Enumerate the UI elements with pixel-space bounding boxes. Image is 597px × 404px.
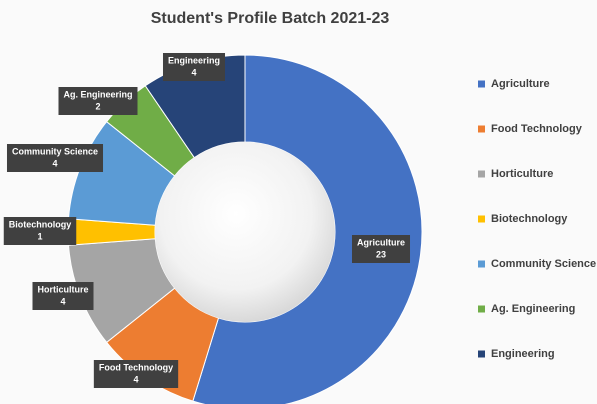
data-label-name: Engineering [168, 55, 220, 65]
legend-swatch [478, 305, 485, 313]
data-label-value: 4 [52, 158, 57, 168]
data-label-value: 23 [376, 249, 386, 259]
data-label-name: Food Technology [99, 362, 173, 372]
chart-title: Student's Profile Batch 2021-23 [151, 10, 390, 27]
data-label: Horticulture 4 [32, 282, 94, 310]
legend-swatch [478, 350, 485, 358]
data-label: Ag. Engineering 2 [58, 87, 138, 115]
legend-swatch [478, 125, 485, 133]
data-label-value: 4 [133, 374, 138, 384]
data-label-value: 4 [60, 296, 65, 306]
data-label-name: Agriculture [357, 237, 405, 247]
data-label-box [162, 53, 226, 81]
data-label-box [93, 360, 179, 388]
legend-label: Biotechnology [491, 213, 568, 225]
data-label-name: Biotechnology [9, 219, 72, 229]
data-label-name: Horticulture [37, 284, 88, 294]
data-label-box [3, 217, 77, 245]
data-label: Agriculture 23 [351, 235, 411, 263]
data-label: Food Technology 4 [93, 360, 179, 388]
data-label: Engineering 4 [162, 53, 226, 81]
donut-hole [155, 142, 335, 322]
data-label-name: Community Science [12, 146, 98, 156]
legend-swatch [478, 80, 485, 88]
legend-swatch [478, 215, 485, 223]
data-label-value: 1 [37, 231, 42, 241]
legend-label: Horticulture [491, 168, 553, 180]
data-label-value: 4 [191, 67, 196, 77]
legend-label: Food Technology [491, 123, 583, 135]
data-label-value: 2 [95, 101, 100, 111]
data-label: Community Science 4 [6, 144, 104, 172]
data-label-box [6, 144, 104, 172]
legend-swatch [478, 170, 485, 178]
legend-label: Engineering [491, 348, 555, 360]
legend-label: Community Science [491, 258, 596, 270]
legend-swatch [478, 260, 485, 268]
data-label-box [351, 235, 411, 263]
data-label: Biotechnology 1 [3, 217, 77, 245]
data-label-name: Ag. Engineering [63, 89, 132, 99]
data-label-box [32, 282, 94, 310]
data-label-box [58, 87, 138, 115]
legend-label: Ag. Engineering [491, 303, 575, 315]
legend-label: Agriculture [491, 78, 550, 90]
